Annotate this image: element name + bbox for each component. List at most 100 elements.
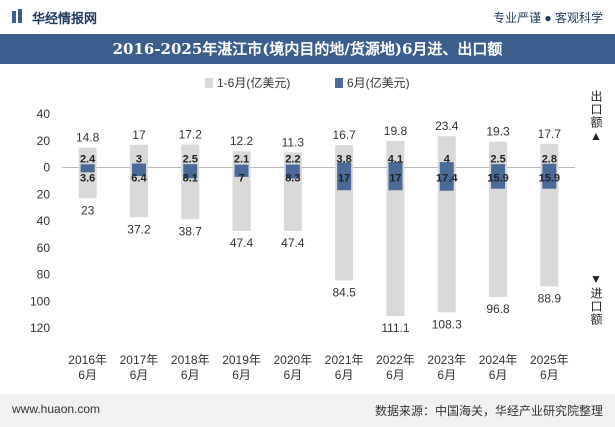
data-label-cumulative-import: 23 <box>81 203 95 217</box>
x-tick-label: 6月 <box>540 368 559 382</box>
website-link[interactable]: www.huaon.com <box>12 402 101 416</box>
bar-monthly-import <box>439 167 454 191</box>
legend-swatch <box>205 78 213 88</box>
bar-cumulative-export <box>540 143 559 168</box>
data-label-monthly-export: 2.5 <box>183 154 198 166</box>
data-label-monthly-export: 2.2 <box>285 154 300 166</box>
y-tick-label: 40 <box>37 214 51 228</box>
y-tick-label: 100 <box>30 294 50 308</box>
data-label-cumulative-export: 23.4 <box>435 119 459 133</box>
data-label-cumulative-import: 37.2 <box>127 222 151 236</box>
bar-monthly-export <box>491 164 506 168</box>
data-label-monthly-import: 15.9 <box>487 173 508 185</box>
data-label-monthly-import: 6.4 <box>131 173 147 185</box>
data-label-cumulative-export: 17.7 <box>538 127 562 141</box>
bar-monthly-import <box>491 167 506 189</box>
bar-monthly-export <box>388 162 403 168</box>
bar-cumulative-export <box>78 147 97 168</box>
bar-monthly-import <box>285 167 300 179</box>
x-tick-label: 2019年 <box>222 353 261 367</box>
data-label-monthly-export: 2.8 <box>542 154 557 166</box>
data-label-cumulative-import: 47.4 <box>230 236 254 250</box>
footer: www.huaon.com 数据来源：中国海关，华经产业研究院整理 <box>0 394 615 427</box>
bar-monthly-export <box>542 163 557 168</box>
bar-cumulative-import <box>232 167 251 231</box>
x-tick-label: 6月 <box>437 368 456 382</box>
import-axis-label: ▼进口额 <box>589 272 603 326</box>
data-label-cumulative-import: 108.3 <box>432 317 462 331</box>
export-axis-label: 出口额▲ <box>589 90 603 144</box>
data-label-cumulative-import: 47.4 <box>281 236 305 250</box>
chart-title: 2016-2025年湛江市(境内目的地/货源地)6月进、出口额 <box>112 40 503 58</box>
bar-cumulative-export <box>386 141 405 168</box>
x-tick-label: 6月 <box>335 368 354 382</box>
data-label-cumulative-export: 14.8 <box>76 131 100 145</box>
data-label-cumulative-export: 12.2 <box>230 134 254 148</box>
x-tick-label: 2023年 <box>427 353 466 367</box>
bar-cumulative-export <box>283 152 302 168</box>
y-tick-label: 40 <box>37 107 51 121</box>
x-tick-label: 6月 <box>284 368 303 382</box>
bar-cumulative-export <box>129 144 148 168</box>
top-bar: 华经情报网 专业严谨 ● 客观科学 <box>0 0 615 34</box>
data-label-monthly-import: 17.4 <box>436 173 458 185</box>
x-tick-label: 6月 <box>386 368 405 382</box>
bar-monthly-export <box>337 162 352 168</box>
x-tick-label: 2022年 <box>376 353 415 367</box>
data-label-monthly-import: 8.1 <box>183 173 198 185</box>
x-tick-label: 6月 <box>489 368 508 382</box>
data-label-cumulative-export: 17.2 <box>179 127 203 141</box>
data-label-monthly-export: 2.4 <box>80 154 96 166</box>
tagline: 专业严谨 ● 客观科学 <box>493 11 603 25</box>
bar-monthly-import <box>337 167 352 191</box>
bar-monthly-import <box>183 167 198 179</box>
y-tick-label: 20 <box>37 134 51 148</box>
data-label-monthly-export: 4.1 <box>388 154 403 166</box>
data-label-cumulative-import: 88.9 <box>538 291 562 305</box>
bar-cumulative-import <box>335 167 354 281</box>
data-label-monthly-import: 17 <box>389 173 401 185</box>
bar-monthly-export <box>80 164 95 168</box>
bar-monthly-import <box>131 167 146 177</box>
bar-cumulative-export <box>437 136 456 168</box>
data-label-monthly-import: 17 <box>338 173 350 185</box>
bar-monthly-export <box>131 163 146 168</box>
data-label-monthly-export: 2.1 <box>234 154 249 166</box>
bar-cumulative-export <box>489 141 508 168</box>
y-tick-label: 120 <box>30 321 50 335</box>
data-label-monthly-export: 3 <box>136 154 142 166</box>
bar-cumulative-import <box>489 167 508 297</box>
bar-cumulative-import <box>540 167 559 287</box>
legend-label: 6月(亿美元) <box>347 75 410 90</box>
bar-monthly-import <box>234 167 249 177</box>
bar-monthly-export <box>439 162 454 168</box>
chart: 1-6月(亿美元) 6月(亿美元) 40 20 0 20 40 60 80 100 120 14.8 2… <box>30 75 575 382</box>
data-label-cumulative-export: 19.3 <box>486 125 510 139</box>
y-tick-label: 80 <box>37 268 51 282</box>
data-source: 数据来源：中国海关，华经产业研究院整理 <box>374 404 603 418</box>
bar-monthly-export <box>183 164 198 168</box>
x-tick-label: 2020年 <box>273 353 312 367</box>
y-tick-label: 0 <box>43 161 50 175</box>
title-bar: 2016-2025年湛江市(境内目的地/货源地)6月进、出口额 <box>0 34 615 64</box>
data-label-monthly-import: 3.6 <box>80 173 95 185</box>
bar-monthly-import <box>542 167 557 189</box>
bar-cumulative-import <box>386 167 405 317</box>
data-label-cumulative-export: 19.8 <box>384 124 408 138</box>
data-label-monthly-export: 2.5 <box>490 154 505 166</box>
bar-cumulative-export <box>181 144 200 168</box>
legend-label: 1-6月(亿美元) <box>217 75 290 90</box>
x-tick-label: 2021年 <box>325 353 364 367</box>
x-tick-label: 2016年 <box>68 353 107 367</box>
bar-monthly-export <box>285 164 300 168</box>
data-label-monthly-export: 4 <box>444 154 451 166</box>
x-tick-label: 2024年 <box>479 353 518 367</box>
data-label-cumulative-import: 96.8 <box>486 302 510 316</box>
data-label-cumulative-export: 17 <box>132 128 146 142</box>
y-tick-label: 60 <box>37 241 51 255</box>
logo-icon <box>12 9 22 23</box>
bar-cumulative-import <box>129 167 148 218</box>
bar-monthly-import <box>80 167 95 173</box>
x-tick-label: 2017年 <box>120 353 159 367</box>
data-label-monthly-export: 3.8 <box>337 154 352 166</box>
